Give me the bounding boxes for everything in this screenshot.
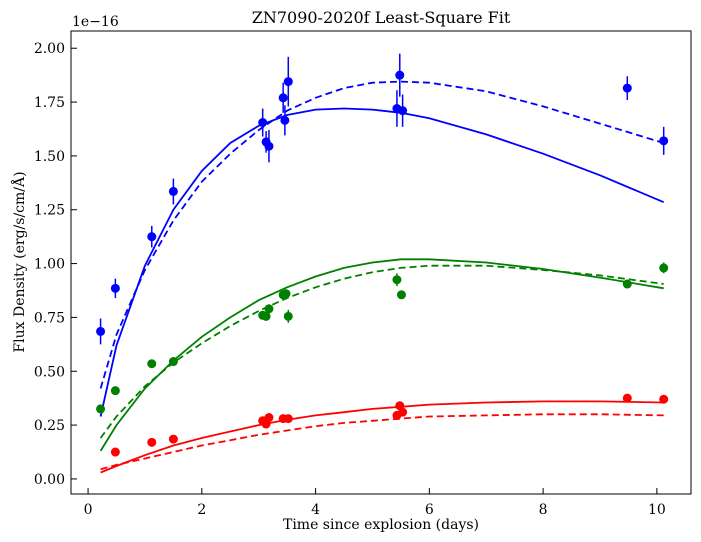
data-point — [395, 70, 405, 80]
data-point — [659, 136, 669, 146]
data-point — [110, 447, 120, 457]
data-point — [168, 186, 178, 196]
data-point — [283, 414, 293, 424]
data-point — [622, 279, 632, 289]
y-tick-label: 0.00 — [34, 472, 65, 488]
data-point — [280, 115, 290, 125]
fit-line-dashed — [100, 413, 664, 471]
data-point — [622, 83, 632, 93]
data-point — [147, 232, 157, 242]
data-point — [168, 357, 178, 367]
fit-line-solid — [99, 107, 665, 417]
data-point — [398, 407, 408, 417]
fit-line-solid — [100, 400, 664, 474]
x-tick-label: 6 — [425, 502, 434, 518]
data-point — [258, 118, 268, 128]
data-point — [261, 311, 271, 321]
y-tick-label: 1.25 — [34, 203, 65, 219]
x-tick-label: 2 — [197, 502, 206, 518]
y-axis-label: Flux Density (erg/s/cm/Å) — [10, 171, 28, 352]
data-point — [96, 326, 106, 336]
data-point — [278, 93, 288, 103]
y-offset-text: 1e−16 — [72, 14, 119, 30]
chart-title: ZN7090-2020f Least-Square Fit — [252, 8, 511, 27]
x-tick-label: 4 — [311, 502, 320, 518]
fit-line-dashed — [99, 264, 664, 439]
plot-frame — [70, 30, 692, 495]
data-point — [168, 434, 178, 444]
y-tick-label: 1.75 — [34, 95, 65, 111]
data-point — [110, 386, 120, 396]
data-point — [264, 141, 274, 151]
y-tick-label: 2.00 — [34, 41, 65, 57]
data-point — [659, 263, 669, 273]
data-point — [281, 289, 291, 299]
x-tick-label: 10 — [648, 502, 666, 518]
y-tick-label: 1.50 — [34, 149, 65, 165]
x-tick-label: 0 — [84, 502, 93, 518]
plot-area — [96, 53, 669, 474]
series-0 — [96, 53, 669, 417]
data-point — [147, 437, 157, 447]
x-tick-label: 8 — [539, 502, 548, 518]
data-point — [396, 290, 406, 300]
data-point — [283, 311, 293, 321]
data-point — [659, 394, 669, 404]
data-point — [622, 393, 632, 403]
data-point — [96, 404, 106, 414]
data-point — [147, 359, 157, 369]
data-point — [283, 77, 293, 87]
data-point — [110, 283, 120, 293]
x-axis-label: Time since explosion (days) — [283, 517, 479, 533]
y-tick-label: 0.50 — [34, 364, 65, 380]
data-point — [264, 413, 274, 423]
series-2 — [100, 393, 669, 474]
data-point — [392, 275, 402, 285]
y-tick-label: 0.75 — [34, 310, 65, 326]
series-1 — [96, 258, 669, 452]
data-point — [264, 304, 274, 314]
y-tick-label: 1.00 — [34, 257, 65, 273]
y-tick-label: 0.25 — [34, 418, 65, 434]
data-point — [398, 106, 408, 116]
fit-line-dashed — [99, 80, 664, 389]
